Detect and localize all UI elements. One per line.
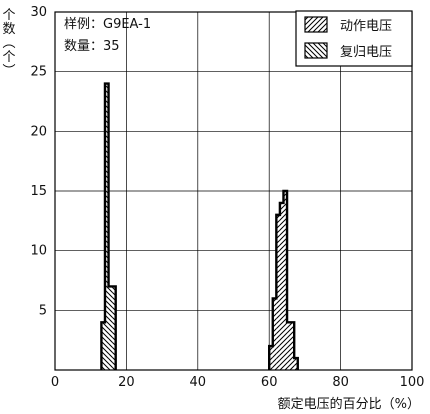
x-tick-label: 20 — [118, 375, 135, 390]
histogram-bar — [269, 346, 273, 370]
histogram-bar — [294, 358, 298, 370]
histogram-bar — [283, 191, 288, 370]
y-axis-label-char: 个 — [2, 8, 15, 23]
x-tick-label: 60 — [261, 375, 278, 390]
y-tick-label: 5 — [39, 303, 47, 318]
histogram-outline — [100, 82, 117, 370]
y-axis-label-char: 数 — [2, 22, 15, 37]
y-axis-label-char: ︶ — [2, 64, 15, 79]
histogram-bar — [287, 322, 295, 370]
histogram-bar — [272, 298, 277, 370]
legend-swatch-reset — [304, 42, 328, 59]
x-axis-label: 额定电压的百分比（%） — [278, 396, 420, 412]
series-forward-diagonal — [268, 189, 299, 370]
legend-label-operate: 动作电压 — [340, 19, 392, 34]
y-tick-label: 20 — [30, 124, 47, 139]
y-tick-label: 10 — [30, 244, 47, 259]
histogram-bar — [112, 286, 116, 370]
legend: 动作电压 复归电压 — [295, 10, 413, 67]
histogram-bars — [100, 82, 299, 370]
y-tick-label: 25 — [30, 65, 47, 80]
x-tick-label: 40 — [190, 375, 207, 390]
histogram-bar — [101, 322, 105, 370]
sample-label: 样例：G9EA-1 — [64, 17, 151, 32]
legend-swatch-operate — [304, 16, 328, 33]
y-axis-label-char: ︵ — [2, 36, 15, 51]
x-tick-label: 100 — [400, 375, 425, 390]
y-tick-label: 30 — [30, 5, 47, 20]
histogram-bar — [279, 202, 284, 370]
y-tick-label: 15 — [30, 184, 47, 199]
x-tick-label: 80 — [332, 375, 349, 390]
y-axis-label: 个数︵个︶ — [2, 8, 15, 79]
x-tick-label: 0 — [51, 375, 59, 390]
axis-tick-labels: 0 20 40 60 80 100 5 10 15 20 25 30 — [30, 5, 424, 390]
plot-frame — [54, 11, 413, 371]
histogram-bar — [108, 286, 113, 370]
histogram-bar — [104, 83, 109, 370]
sample-annotation: 样例：G9EA-1 数量：35 — [64, 17, 151, 54]
legend-label-reset: 复归电压 — [340, 45, 392, 60]
histogram-outline — [268, 189, 299, 370]
series-back-diagonal — [100, 82, 117, 370]
count-label: 数量：35 — [64, 39, 120, 54]
histogram-bar — [276, 214, 280, 370]
y-axis-label-char: 个 — [2, 50, 15, 65]
